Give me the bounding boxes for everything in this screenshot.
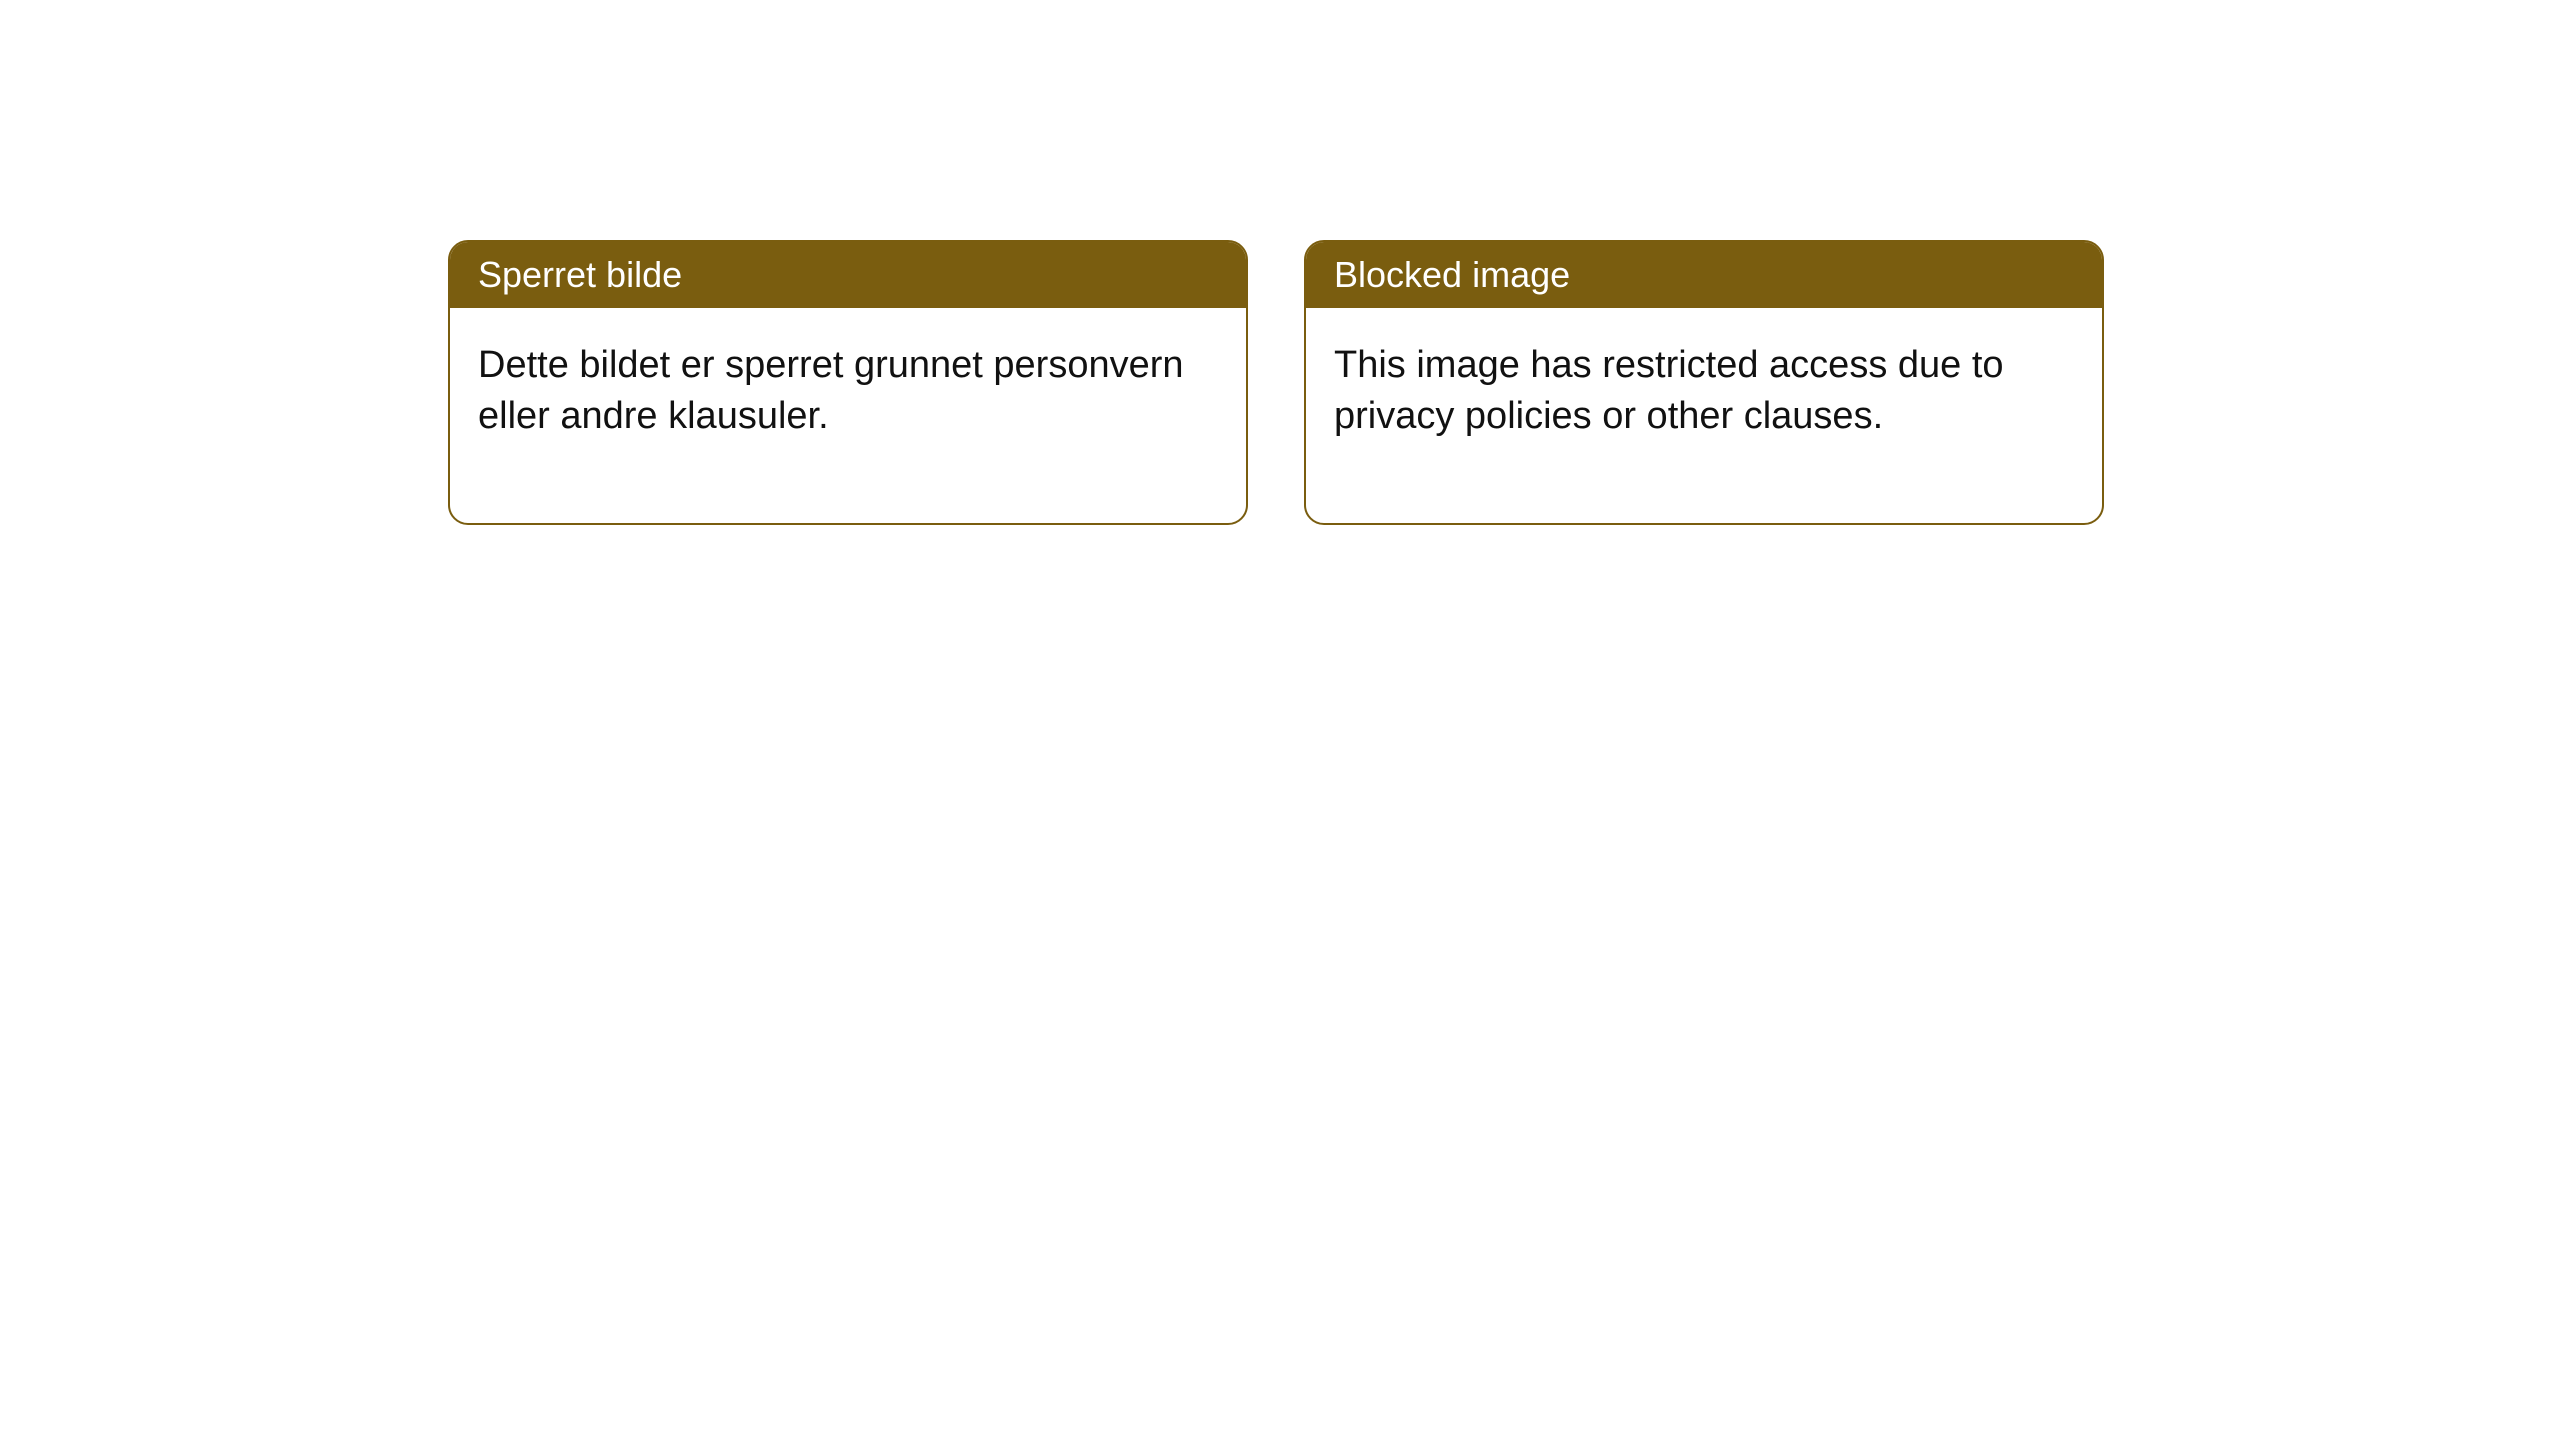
card-title: Blocked image — [1334, 254, 1570, 295]
notice-container: Sperret bilde Dette bildet er sperret gr… — [0, 0, 2560, 525]
notice-card-norwegian: Sperret bilde Dette bildet er sperret gr… — [448, 240, 1248, 525]
card-header: Sperret bilde — [450, 242, 1246, 308]
card-title: Sperret bilde — [478, 254, 682, 295]
card-body: This image has restricted access due to … — [1306, 308, 2102, 523]
card-body: Dette bildet er sperret grunnet personve… — [450, 308, 1246, 523]
notice-card-english: Blocked image This image has restricted … — [1304, 240, 2104, 525]
card-body-text: This image has restricted access due to … — [1334, 344, 2004, 437]
card-body-text: Dette bildet er sperret grunnet personve… — [478, 344, 1184, 437]
card-header: Blocked image — [1306, 242, 2102, 308]
